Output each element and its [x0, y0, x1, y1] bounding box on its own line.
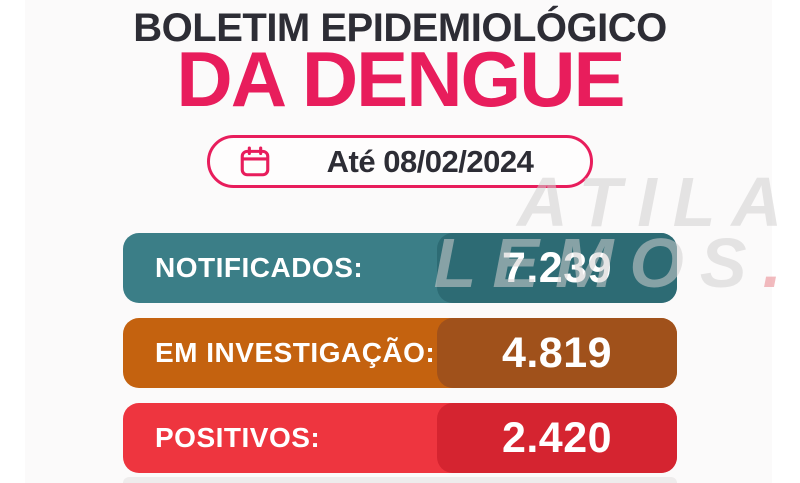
- stats-list: NOTIFICADOS: 7.239 EM INVESTIGAÇÃO: 4.81…: [123, 233, 677, 483]
- page-title: BOLETIM EPIDEMIOLÓGICO: [133, 6, 667, 50]
- stat-label: POSITIVOS:: [155, 422, 321, 453]
- stat-value: 7.239: [501, 243, 613, 292]
- stat-value-box: 2.420: [437, 403, 677, 473]
- stat-bar-positivos: POSITIVOS: 2.420: [123, 403, 677, 473]
- stat-label: NOTIFICADOS:: [155, 252, 364, 283]
- stat-label: EM INVESTIGAÇÃO:: [155, 337, 436, 368]
- next-bar-peek: [123, 477, 677, 483]
- date-banner: Até 08/02/2024: [207, 135, 593, 188]
- stat-value-box: 4.819: [437, 318, 677, 388]
- stat-bar-em-investigacao: EM INVESTIGAÇÃO: 4.819: [123, 318, 677, 388]
- stat-value-box: 7.239: [437, 233, 677, 303]
- date-text: Até 08/02/2024: [326, 143, 534, 179]
- stat-bar-notificados: NOTIFICADOS: 7.239: [123, 233, 677, 303]
- stat-value: 2.420: [501, 413, 613, 462]
- stat-value: 4.819: [501, 328, 613, 377]
- page-subtitle: DA DENGUE: [176, 35, 625, 123]
- calendar-icon: [238, 145, 272, 179]
